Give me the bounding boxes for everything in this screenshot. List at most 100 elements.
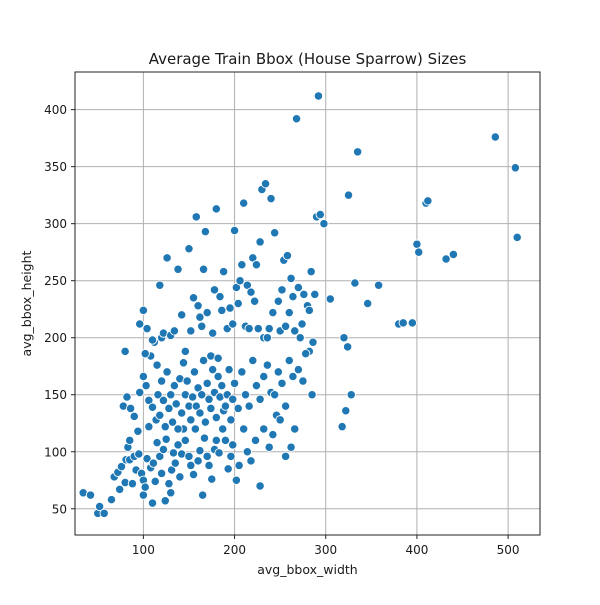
- scatter-point: [307, 390, 317, 400]
- scatter-point: [299, 289, 309, 300]
- scatter-point: [177, 408, 187, 418]
- scatter-point: [177, 310, 187, 320]
- scatter-point: [298, 376, 308, 386]
- scatter-point: [140, 349, 150, 359]
- scatter-point: [250, 435, 261, 445]
- scatter-point: [512, 232, 522, 243]
- scatter-point: [208, 328, 218, 338]
- scatter-point: [277, 378, 287, 388]
- scatter-point: [291, 114, 302, 124]
- scatter-point: [226, 415, 236, 425]
- scatter-point: [140, 482, 150, 492]
- scatter-point: [193, 456, 203, 466]
- scatter-point: [214, 448, 224, 458]
- scatter-point: [262, 360, 273, 370]
- scatter-point: [152, 437, 162, 448]
- scatter-point: [195, 312, 205, 322]
- scatter-point: [339, 333, 349, 343]
- scatter-point: [155, 280, 165, 290]
- scatter-point: [153, 390, 163, 400]
- scatter-point: [264, 442, 274, 452]
- scatter-point: [158, 444, 169, 455]
- scatter-point: [228, 440, 238, 450]
- scatter-point: [306, 266, 316, 277]
- scatter-point: [160, 496, 170, 506]
- scatter-point: [202, 451, 212, 461]
- scatter-point: [352, 147, 363, 157]
- scatter-point: [290, 326, 300, 336]
- scatter-point: [150, 476, 160, 487]
- scatter-point: [195, 408, 205, 418]
- scatter-point: [173, 440, 183, 450]
- scatter-point: [223, 464, 233, 474]
- scatter-point: [229, 225, 240, 236]
- scatter-point: [233, 298, 243, 309]
- scatter-point: [280, 401, 291, 411]
- scatter-point: [138, 371, 149, 382]
- scatter-point: [237, 260, 247, 270]
- scatter-point: [184, 244, 194, 254]
- scatter-point: [262, 333, 273, 343]
- y-axis-label: avg_bbox_height: [19, 250, 34, 356]
- scatter-point: [186, 326, 196, 336]
- scatter-point: [125, 403, 136, 414]
- scatter-point: [182, 376, 192, 386]
- scatter-point: [231, 475, 242, 485]
- scatter-point: [193, 301, 203, 311]
- y-tick-label: 100: [44, 445, 67, 459]
- scatter-point: [218, 266, 229, 277]
- scatter-point: [337, 422, 347, 432]
- scatter-point: [178, 358, 189, 368]
- scatter-point: [280, 321, 291, 331]
- scatter-point: [255, 237, 265, 247]
- scatter-point: [270, 390, 280, 400]
- scatter-point: [259, 424, 269, 434]
- scatter-point: [190, 424, 201, 434]
- scatter-point: [226, 451, 236, 461]
- plot-frame: [74, 71, 541, 536]
- scatter-point: [147, 402, 158, 412]
- scatter-point: [164, 403, 174, 414]
- scatter-point: [200, 227, 211, 237]
- scatter-point: [255, 481, 265, 491]
- scatter-point: [249, 296, 260, 306]
- scatter-point: [200, 417, 211, 427]
- scatter-point: [235, 276, 245, 286]
- scatter-point: [319, 219, 329, 229]
- scatter-point: [120, 346, 130, 357]
- scatter-point: [251, 260, 262, 270]
- scatter-point: [173, 264, 183, 274]
- scatter-point: [188, 293, 199, 303]
- scatter-point: [184, 451, 194, 461]
- x-tick-label: 100: [132, 543, 155, 557]
- scatter-point: [233, 403, 243, 414]
- scatter-point: [170, 458, 180, 468]
- scatter-point: [169, 380, 180, 391]
- scatter-point: [116, 461, 127, 472]
- scatter-point: [297, 319, 307, 329]
- scatter-point: [224, 364, 234, 375]
- scatter-point: [286, 273, 296, 284]
- scatter-point: [414, 247, 424, 257]
- scatter-point: [148, 458, 159, 468]
- scatter-point: [266, 193, 276, 204]
- scatter-point: [202, 378, 212, 388]
- scatter-point: [141, 380, 151, 391]
- scatter-point: [217, 380, 227, 391]
- x-tick-label: 200: [223, 543, 246, 557]
- scatter-point: [248, 355, 258, 366]
- y-tick-label: 400: [44, 103, 67, 117]
- scatter-point: [255, 394, 265, 404]
- scatter-point: [284, 307, 294, 318]
- scatter-point: [293, 282, 304, 293]
- scatter-point: [342, 342, 353, 352]
- scatter-point: [313, 91, 324, 101]
- scatter-point: [373, 280, 384, 290]
- scatter-point: [189, 367, 200, 377]
- scatter-point: [195, 445, 205, 456]
- scatter-point: [295, 333, 305, 343]
- scatter-point: [268, 307, 278, 318]
- scatter-point: [197, 390, 207, 400]
- scatter-point: [259, 371, 269, 382]
